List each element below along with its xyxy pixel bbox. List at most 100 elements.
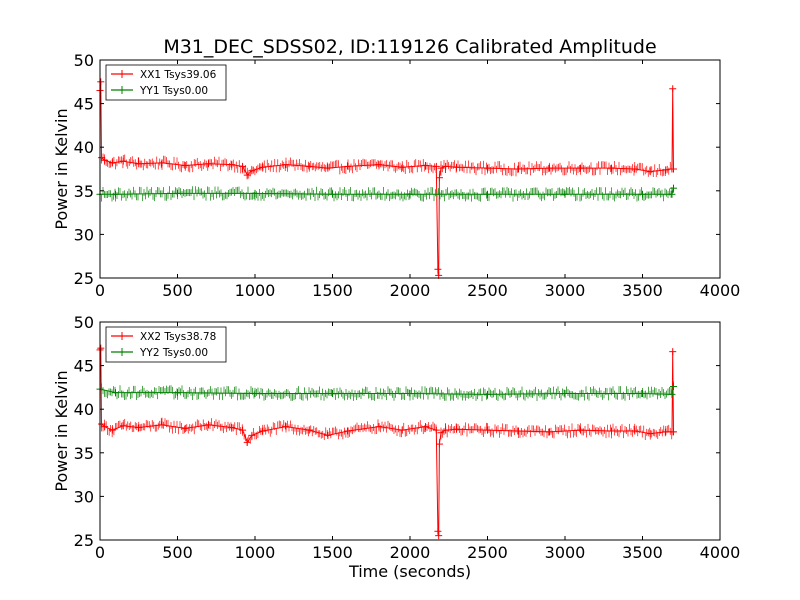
data-point-xx2 xyxy=(398,426,406,434)
data-point-xx1 xyxy=(662,166,670,174)
data-point-xx1 xyxy=(608,164,615,172)
bottom-legend: XX2 Tsys38.78 YY2 Tsys0.00 xyxy=(105,326,227,363)
data-point-yy2 xyxy=(112,389,119,397)
y-tick-label: 40 xyxy=(74,138,94,157)
data-point-xx2 xyxy=(239,426,247,434)
data-point-xx1 xyxy=(646,168,654,176)
data-point-xx2 xyxy=(662,428,670,436)
data-point-xx2 xyxy=(646,430,654,438)
x-tick-label: 3500 xyxy=(622,543,663,562)
data-point-xx1 xyxy=(101,156,109,164)
data-point-xx2 xyxy=(422,423,429,431)
data-point-xx2 xyxy=(669,348,677,356)
series-xx2 xyxy=(96,344,677,540)
data-point-yy2 xyxy=(668,390,676,398)
data-point-yy2 xyxy=(406,390,414,398)
data-point-xx1 xyxy=(398,163,406,171)
data-point-xx1 xyxy=(282,161,290,169)
data-point-xx2 xyxy=(670,428,677,436)
series-xx1-line xyxy=(99,81,674,276)
data-point-xx2 xyxy=(97,344,105,352)
x-tick-label: 4000 xyxy=(700,281,741,300)
y-tick-label: 45 xyxy=(74,95,94,114)
data-point-yy2 xyxy=(561,390,569,398)
data-point-yy1 xyxy=(670,184,677,192)
series-xx2-line xyxy=(99,347,674,536)
x-tick-label: 2500 xyxy=(467,281,508,300)
data-point-xx2 xyxy=(205,421,212,429)
data-point-yy1 xyxy=(174,189,181,197)
y-tick-label: 50 xyxy=(74,313,94,332)
legend-swatch-xx1 xyxy=(111,70,133,78)
x-tick-label: 1500 xyxy=(312,281,353,300)
data-point-xx1 xyxy=(248,167,256,175)
data-point-xx2 xyxy=(484,426,491,434)
x-tick-label: 3500 xyxy=(622,281,663,300)
y-tick-label: 30 xyxy=(74,487,94,506)
x-tick-label: 2000 xyxy=(390,281,431,300)
data-point-yy1 xyxy=(329,190,336,198)
data-point-xx2 xyxy=(158,421,166,429)
data-point-xx2 xyxy=(435,532,443,540)
data-point-xx2 xyxy=(437,429,445,437)
data-point-yy2 xyxy=(174,389,181,397)
y-tick-label: 40 xyxy=(74,400,94,419)
x-tick-label: 3000 xyxy=(545,543,586,562)
data-point-yy1 xyxy=(484,190,491,198)
x-tick-label: 1500 xyxy=(312,543,353,562)
data-point-xx1 xyxy=(577,164,584,172)
data-point-xx2 xyxy=(434,527,442,535)
data-point-xx2 xyxy=(324,431,332,439)
data-point-xx2 xyxy=(228,424,236,432)
data-point-xx2 xyxy=(577,426,584,434)
data-point-xx1 xyxy=(108,159,116,167)
x-axis-label: Time (seconds) xyxy=(348,562,471,581)
legend-swatch-yy1 xyxy=(111,86,133,94)
data-point-yy1 xyxy=(561,190,569,198)
bottom-y-axis-label: Power in Kelvin xyxy=(52,370,71,491)
data-point-xx1 xyxy=(435,174,443,182)
data-point-xx1 xyxy=(259,163,267,171)
data-point-xx1 xyxy=(305,162,313,170)
x-tick-label: 3000 xyxy=(545,281,586,300)
data-point-yy1 xyxy=(251,189,259,197)
y-tick-label: 45 xyxy=(74,357,94,376)
legend-label-xx1: XX1 Tsys39.06 xyxy=(140,69,217,81)
data-point-xx2 xyxy=(181,424,189,432)
data-point-xx2 xyxy=(305,426,313,434)
top-subplot: 0 500 1000 1500 2000 2500 3000 3500 4000 25 30 35 40… xyxy=(52,51,740,300)
top-y-axis-label: Power in Kelvin xyxy=(52,108,71,229)
legend-swatch-yy2 xyxy=(111,348,133,356)
data-point-yy1 xyxy=(668,190,676,198)
chart-title: M31_DEC_SDSS02, ID:119126 Calibrated Amp… xyxy=(163,36,656,58)
data-point-xx2 xyxy=(259,427,267,435)
data-point-xx2 xyxy=(282,423,290,431)
x-tick-label: 500 xyxy=(162,281,193,300)
data-point-xx2 xyxy=(135,424,143,432)
data-point-xx2 xyxy=(515,427,522,435)
x-tick-label: 1000 xyxy=(235,281,276,300)
data-point-xx2 xyxy=(375,423,383,431)
top-legend-box xyxy=(105,64,227,101)
data-point-yy1 xyxy=(112,190,119,198)
y-tick-label: 30 xyxy=(74,225,94,244)
legend-swatch-xx2 xyxy=(111,332,133,340)
data-point-xx1 xyxy=(375,161,383,169)
data-point-xx1 xyxy=(422,162,429,170)
x-tick-label: 500 xyxy=(162,543,193,562)
data-point-xx2 xyxy=(243,438,251,446)
data-point-yy1 xyxy=(406,190,414,198)
data-point-xx1 xyxy=(670,165,677,173)
bottom-axis-ticks: 0 500 1000 1500 2000 2500 3000 3500 4000 25 30 35 40… xyxy=(74,313,741,562)
data-point-xx1 xyxy=(631,165,639,173)
x-tick-label: 0 xyxy=(95,543,105,562)
series-yy1 xyxy=(96,184,677,202)
y-tick-label: 35 xyxy=(74,182,94,201)
series-yy1-noise xyxy=(99,185,674,202)
data-point-xx2 xyxy=(119,422,127,430)
bottom-legend-box xyxy=(105,326,227,363)
data-point-xx1 xyxy=(432,162,440,170)
data-point-xx1 xyxy=(181,162,189,170)
y-tick-label: 35 xyxy=(74,444,94,463)
